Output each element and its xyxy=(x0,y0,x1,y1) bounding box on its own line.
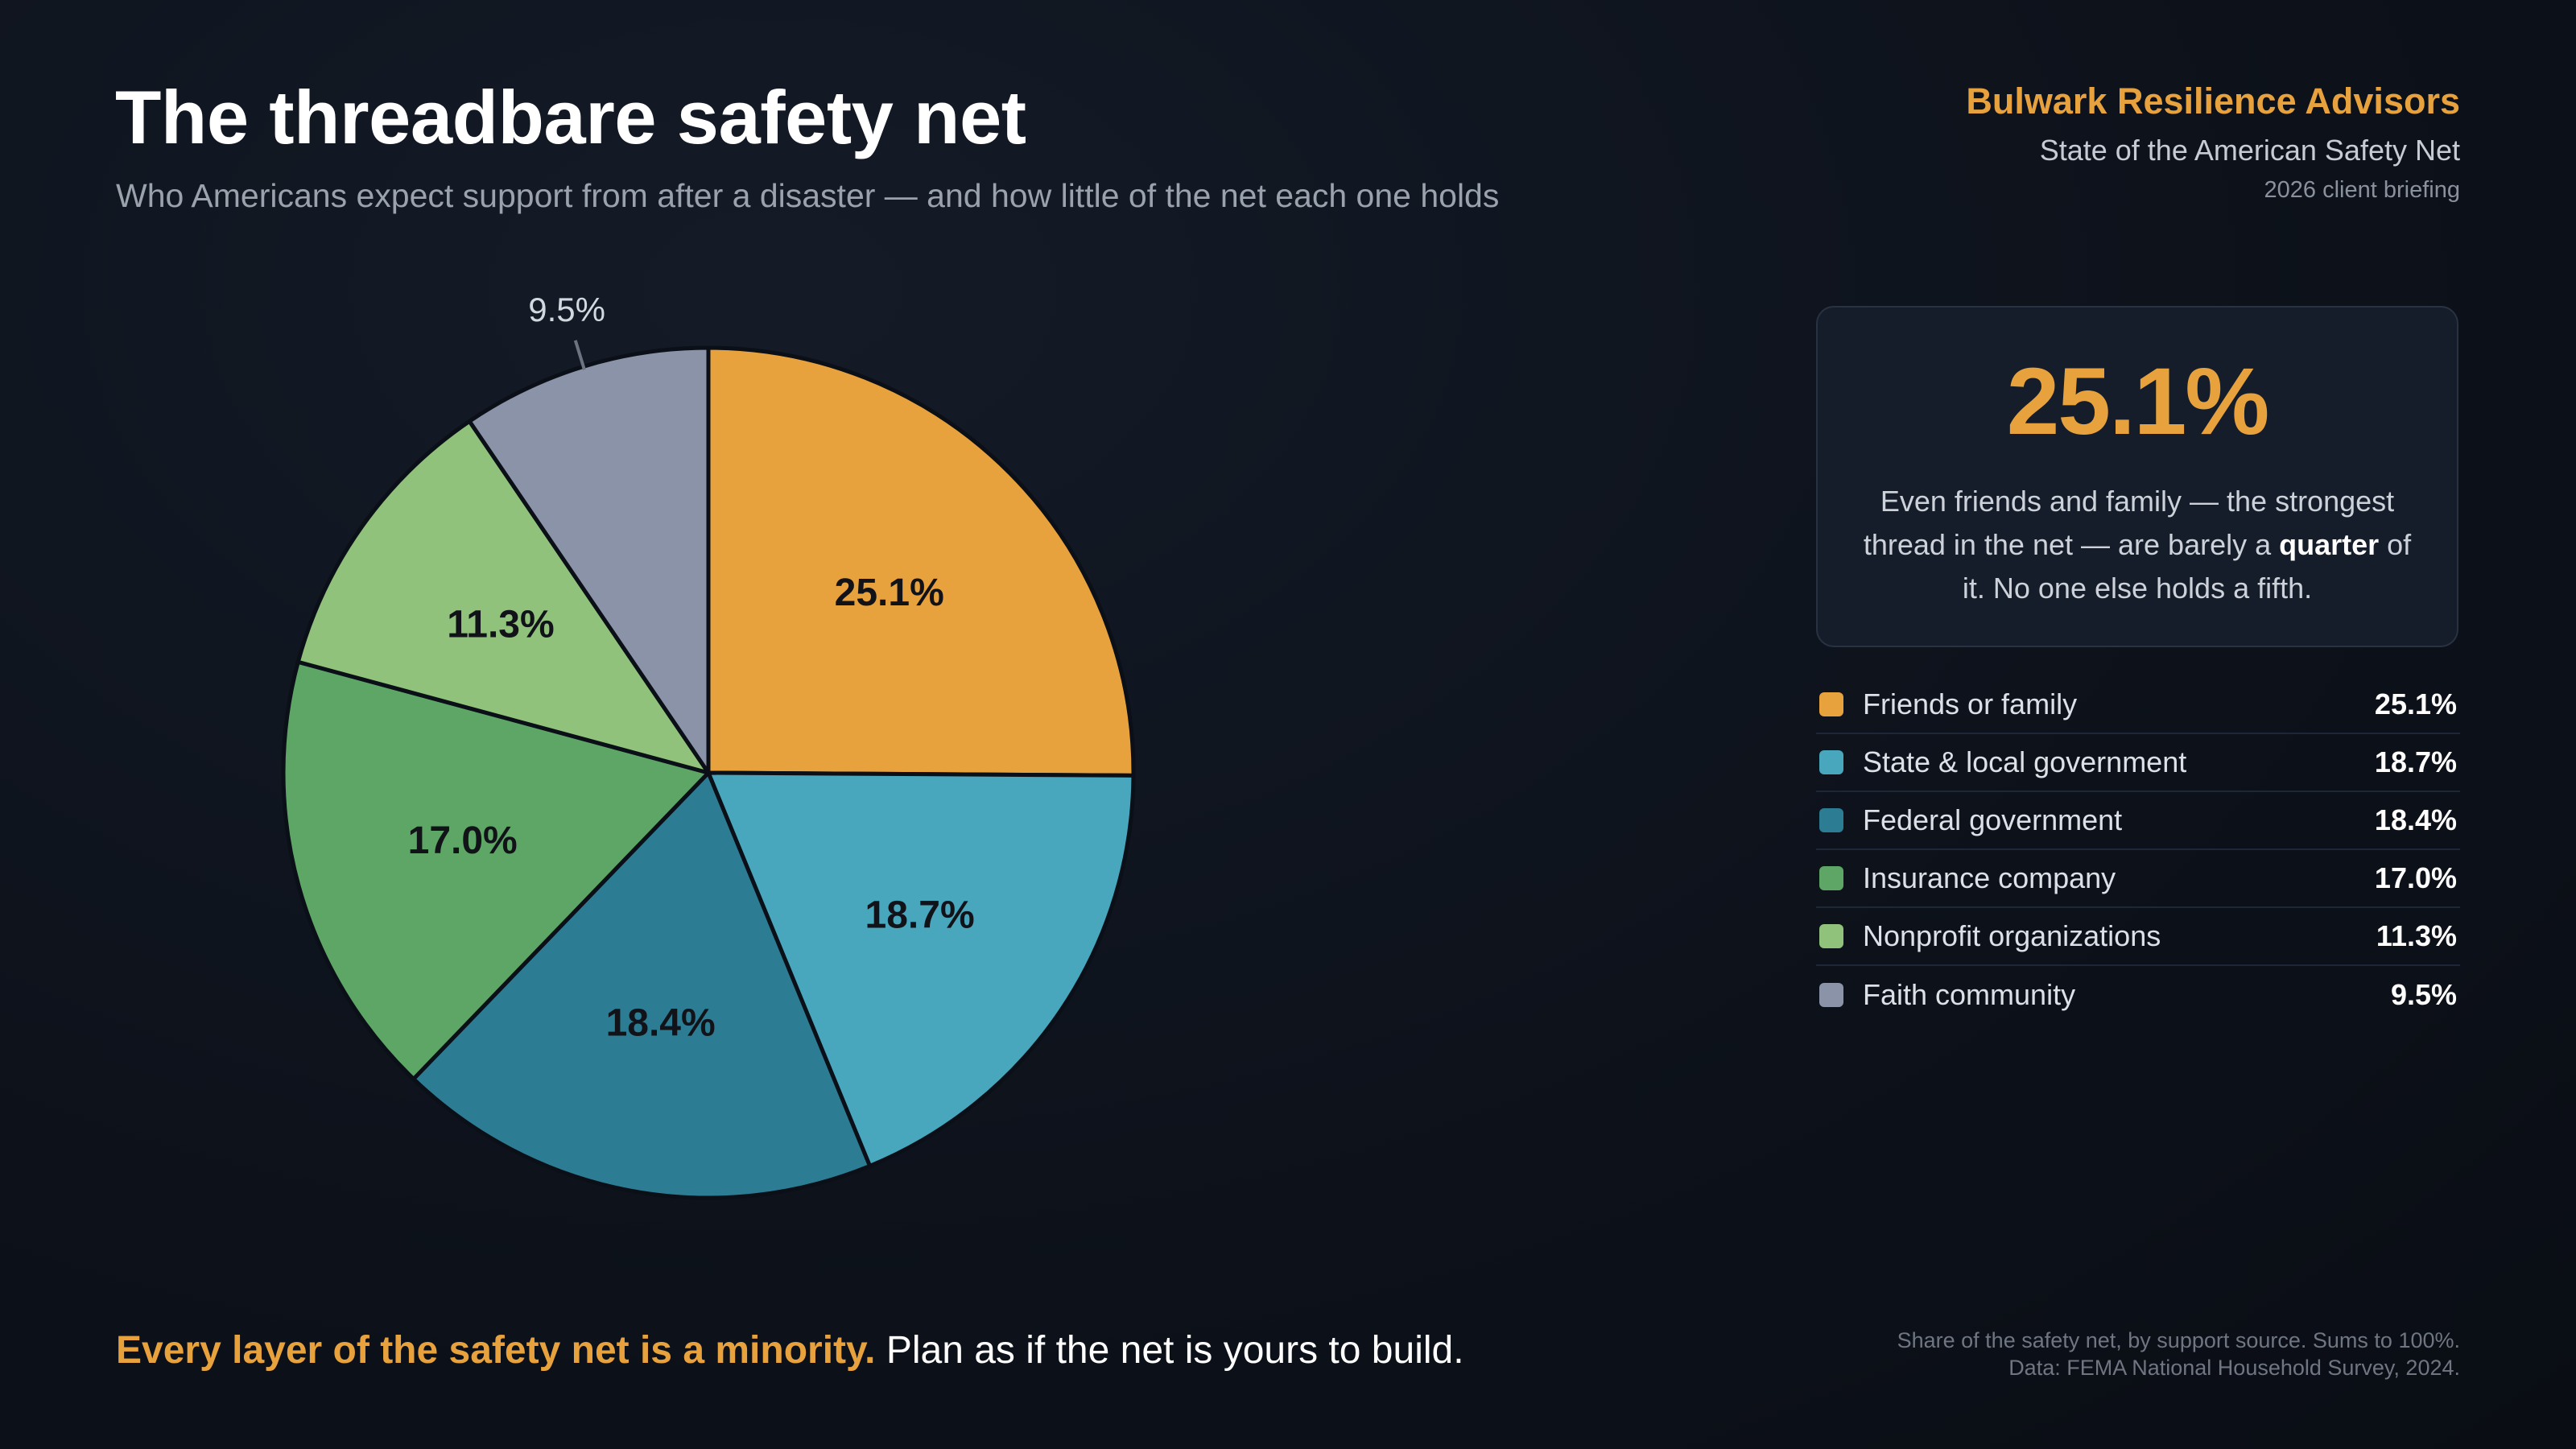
pie-slice-state-and-local-government xyxy=(706,770,1136,1168)
legend-value: 11.3% xyxy=(2376,919,2457,952)
pie-chart: 25.1% 18.7% 18.4% 17.0% 11.3% 9.5% xyxy=(281,291,1136,1200)
legend-item-insurance-company: Insurance company 17.0% xyxy=(1816,850,2460,908)
callout-card: 25.1% Even friends and family — the stro… xyxy=(1816,306,2458,647)
pie-slice-federal-government xyxy=(411,770,873,1200)
slice-label-federal-government: 18.4% xyxy=(606,1002,716,1045)
page-subtitle: Who Americans expect support from after … xyxy=(116,177,1500,214)
slice-label-insurance-company: 17.0% xyxy=(408,819,518,862)
callout-text: Even friends and family — the strongest … xyxy=(1860,480,2415,610)
legend-value: 25.1% xyxy=(2374,687,2457,720)
callout-text-before: Even friends and family — the strongest … xyxy=(1863,485,2395,561)
page-title: The threadbare safety net xyxy=(115,75,1026,159)
pie-slice-friends-or-family xyxy=(706,345,1136,778)
legend-swatch xyxy=(1819,924,1843,948)
pie-slice-insurance-company xyxy=(281,659,711,1081)
callout-text-emphasis: quarter xyxy=(2279,528,2380,561)
legend-value: 9.5% xyxy=(2390,978,2457,1011)
legend-item-state-and-local-government: State & local government 18.7% xyxy=(1816,734,2460,792)
takeaway-rest: Plan as if the net is yours to build. xyxy=(875,1329,1464,1372)
leader-line-faith-community xyxy=(573,340,586,370)
legend-swatch xyxy=(1819,808,1843,832)
legend-label: Nonprofit organizations xyxy=(1863,919,2161,952)
legend-swatch xyxy=(1819,692,1843,716)
takeaway-strong: Every layer of the safety net is a minor… xyxy=(116,1329,876,1372)
legend: Friends or family 25.1% State & local gove… xyxy=(1816,676,2460,1024)
legend-swatch xyxy=(1819,983,1843,1007)
legend-item-federal-government: Federal government 18.4% xyxy=(1816,792,2460,850)
legend-value: 18.4% xyxy=(2374,803,2457,836)
brand-name: Bulwark Resilience Advisors xyxy=(1966,80,2460,122)
legend-item-nonprofit-organizations: Nonprofit organizations 11.3% xyxy=(1816,908,2460,966)
legend-swatch xyxy=(1819,866,1843,890)
footnote-line-2: Data: FEMA National Household Survey, 20… xyxy=(2008,1356,2460,1380)
legend-swatch xyxy=(1819,750,1843,774)
legend-label: Federal government xyxy=(1863,803,2123,836)
slice-label-friends-or-family: 25.1% xyxy=(835,572,944,614)
legend-item-friends-or-family: Friends or family 25.1% xyxy=(1816,676,2460,734)
footnote-line-1: Share of the safety net, by support sour… xyxy=(1897,1328,2460,1352)
legend-item-faith-community: Faith community 9.5% xyxy=(1816,966,2460,1024)
takeaway: Every layer of the safety net is a minor… xyxy=(116,1328,1464,1373)
callout-value: 25.1% xyxy=(2006,349,2270,455)
legend-value: 17.0% xyxy=(2374,861,2457,894)
footnote: Share of the safety net, by support sour… xyxy=(1897,1327,2460,1381)
report-edition: 2026 client briefing xyxy=(2264,177,2460,203)
report-name: State of the American Safety Net xyxy=(2039,134,2460,167)
legend-label: Faith community xyxy=(1863,978,2076,1011)
legend-label: Insurance company xyxy=(1863,861,2116,894)
callout-text-after: of it. No one else holds a fifth. xyxy=(1962,528,2412,605)
legend-value: 18.7% xyxy=(2374,745,2457,778)
brand-block: Bulwark Resilience Advisors State of the… xyxy=(1966,80,2460,204)
slice-label-nonprofit-organizations: 11.3% xyxy=(447,604,554,646)
legend-label: State & local government xyxy=(1863,745,2187,778)
slice-label-faith-community: 9.5% xyxy=(528,291,605,328)
pie-slice-nonprofit-organizations xyxy=(295,419,711,775)
slice-label-state-and-local-government: 18.7% xyxy=(865,894,975,937)
legend-label: Friends or family xyxy=(1863,687,2078,720)
